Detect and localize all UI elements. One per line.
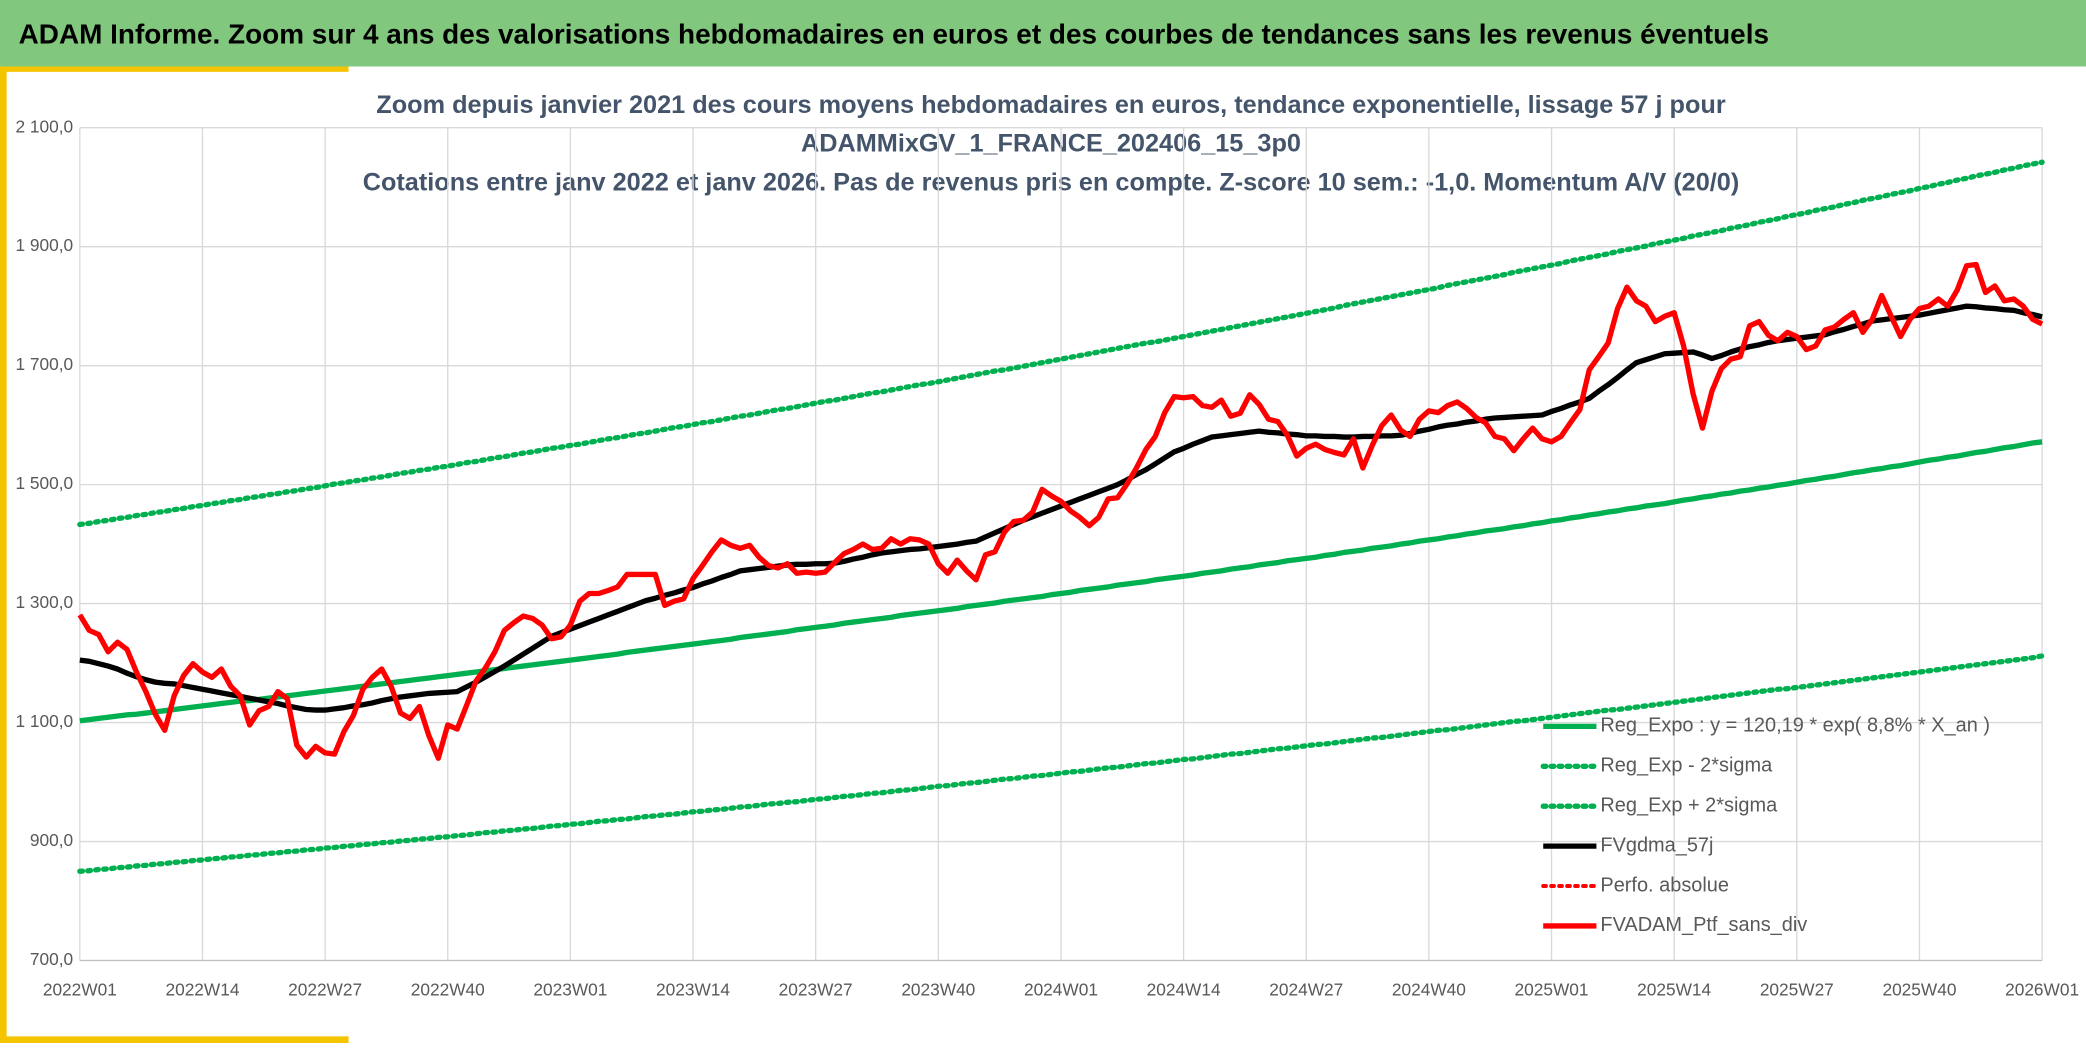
x-tick-label: 2022W01 [43,980,117,1000]
x-tick-label: 2025W01 [1515,980,1589,1000]
y-tick-label: 700,0 [30,949,73,969]
x-tick-label: 2023W40 [901,980,975,1000]
y-tick-label: 1 700,0 [15,354,73,374]
legend-label: Perfo. absolue [1600,874,1729,896]
left-accent [0,66,7,1043]
x-tick-label: 2026W01 [2005,980,2079,1000]
series-line [79,439,2043,724]
legend-label: Reg_Exp + 2*sigma [1600,794,1778,816]
x-tick-label: 2025W27 [1760,980,1834,1000]
series-line [79,303,2043,713]
y-tick-label: 2 100,0 [15,116,73,136]
top-accent [0,66,349,72]
x-tick-label: 2025W40 [1882,980,1956,1000]
chart-title: ADAMMixGV_1_FRANCE_202406_15_3p0 [801,130,1301,158]
x-tick-label: 2024W40 [1392,980,1466,1000]
x-tick-label: 2025W14 [1637,980,1711,1000]
header-title: ADAM Informe. Zoom sur 4 ans des valoris… [19,18,1769,49]
x-tick-label: 2023W01 [533,980,607,1000]
chart-title: Cotations entre janv 2022 et janv 2026. … [363,168,1740,196]
legend-label: FVgdma_57j [1600,834,1713,856]
legend-label: FVADAM_Ptf_sans_div [1600,914,1807,936]
header-band [0,0,2086,67]
y-tick-label: 1 100,0 [15,711,73,731]
x-tick-label: 2024W14 [1147,980,1221,1000]
bottom-accent [0,1036,349,1043]
legend-label: Reg_Exp - 2*sigma [1600,755,1773,777]
chart-title: Zoom depuis janvier 2021 des cours moyen… [376,91,1726,119]
series-line [77,159,2045,528]
legend-label: Reg_Expo : y = 120,19 * exp( 8,8% * X_an… [1600,715,1990,737]
x-tick-label: 2023W27 [779,980,853,1000]
y-tick-label: 1 500,0 [15,473,73,493]
x-tick-label: 2022W40 [411,980,485,1000]
x-tick-label: 2022W14 [165,980,239,1000]
series-line [77,653,2045,874]
y-tick-label: 900,0 [30,830,73,850]
x-tick-label: 2024W27 [1269,980,1343,1000]
series-line [77,261,2044,761]
x-tick-label: 2023W14 [656,980,730,1000]
y-tick-label: 1 300,0 [15,592,73,612]
x-tick-label: 2022W27 [288,980,362,1000]
y-tick-label: 1 900,0 [15,235,73,255]
x-tick-label: 2024W01 [1024,980,1098,1000]
